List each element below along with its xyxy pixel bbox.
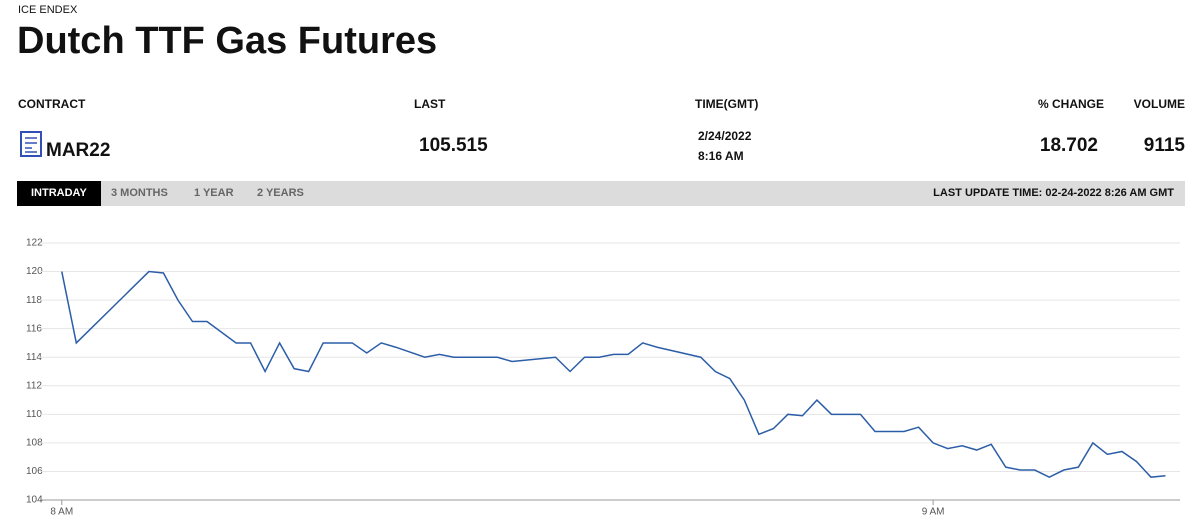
last-price: 105.515 [419,135,488,156]
volume: 9115 [1143,135,1185,156]
tab[interactable]: 1 YEAR [194,187,234,199]
y-tick-label: 110 [26,409,42,420]
x-tick-label: 9 AM [922,507,945,518]
price-line [61,270,1166,478]
y-tick-label: 114 [26,352,42,363]
contract[interactable]: MAR22 [46,140,111,161]
chart: 104 106 108 110 112 114 116 118 120 122 8 AM 9 AM [26,238,1180,518]
y-tick-label: 104 [26,495,43,506]
contract-icon [20,131,42,157]
y-tick-label: 112 [26,380,42,391]
tab[interactable]: 3 MONTHS [111,187,168,199]
y-tick-label: 106 [26,466,43,477]
date: 2/24/2022 [698,129,752,143]
percent-change: 18.702 [1039,135,1098,156]
column-header: VOLUME [1133,97,1185,111]
y-tick-label: 108 [26,438,43,449]
y-tick-label: 120 [26,266,43,277]
y-tick-label: 118 [26,295,42,306]
column-header: CONTRACT [18,97,86,111]
y-tick-label: 122 [26,238,43,249]
page-title: Dutch TTF Gas Futures [17,20,438,62]
tab-bar: LAST UPDATE TIME: 02-24-2022 8:26 AM GMT… [17,181,1185,206]
column-header: % CHANGE [1037,97,1104,111]
last-update: LAST UPDATE TIME: 02-24-2022 8:26 AM GMT [933,187,1174,199]
column-header: TIME(GMT) [695,97,759,111]
y-tick-label: 116 [26,323,42,334]
exchange: ICE ENDEX [18,4,78,16]
tab[interactable]: INTRADAY [17,181,101,206]
time: 8:16 AM [698,149,744,163]
column-header: LAST [414,97,446,111]
x-tick-label: 8 AM [50,507,73,518]
tab[interactable]: 2 YEARS [257,187,304,199]
